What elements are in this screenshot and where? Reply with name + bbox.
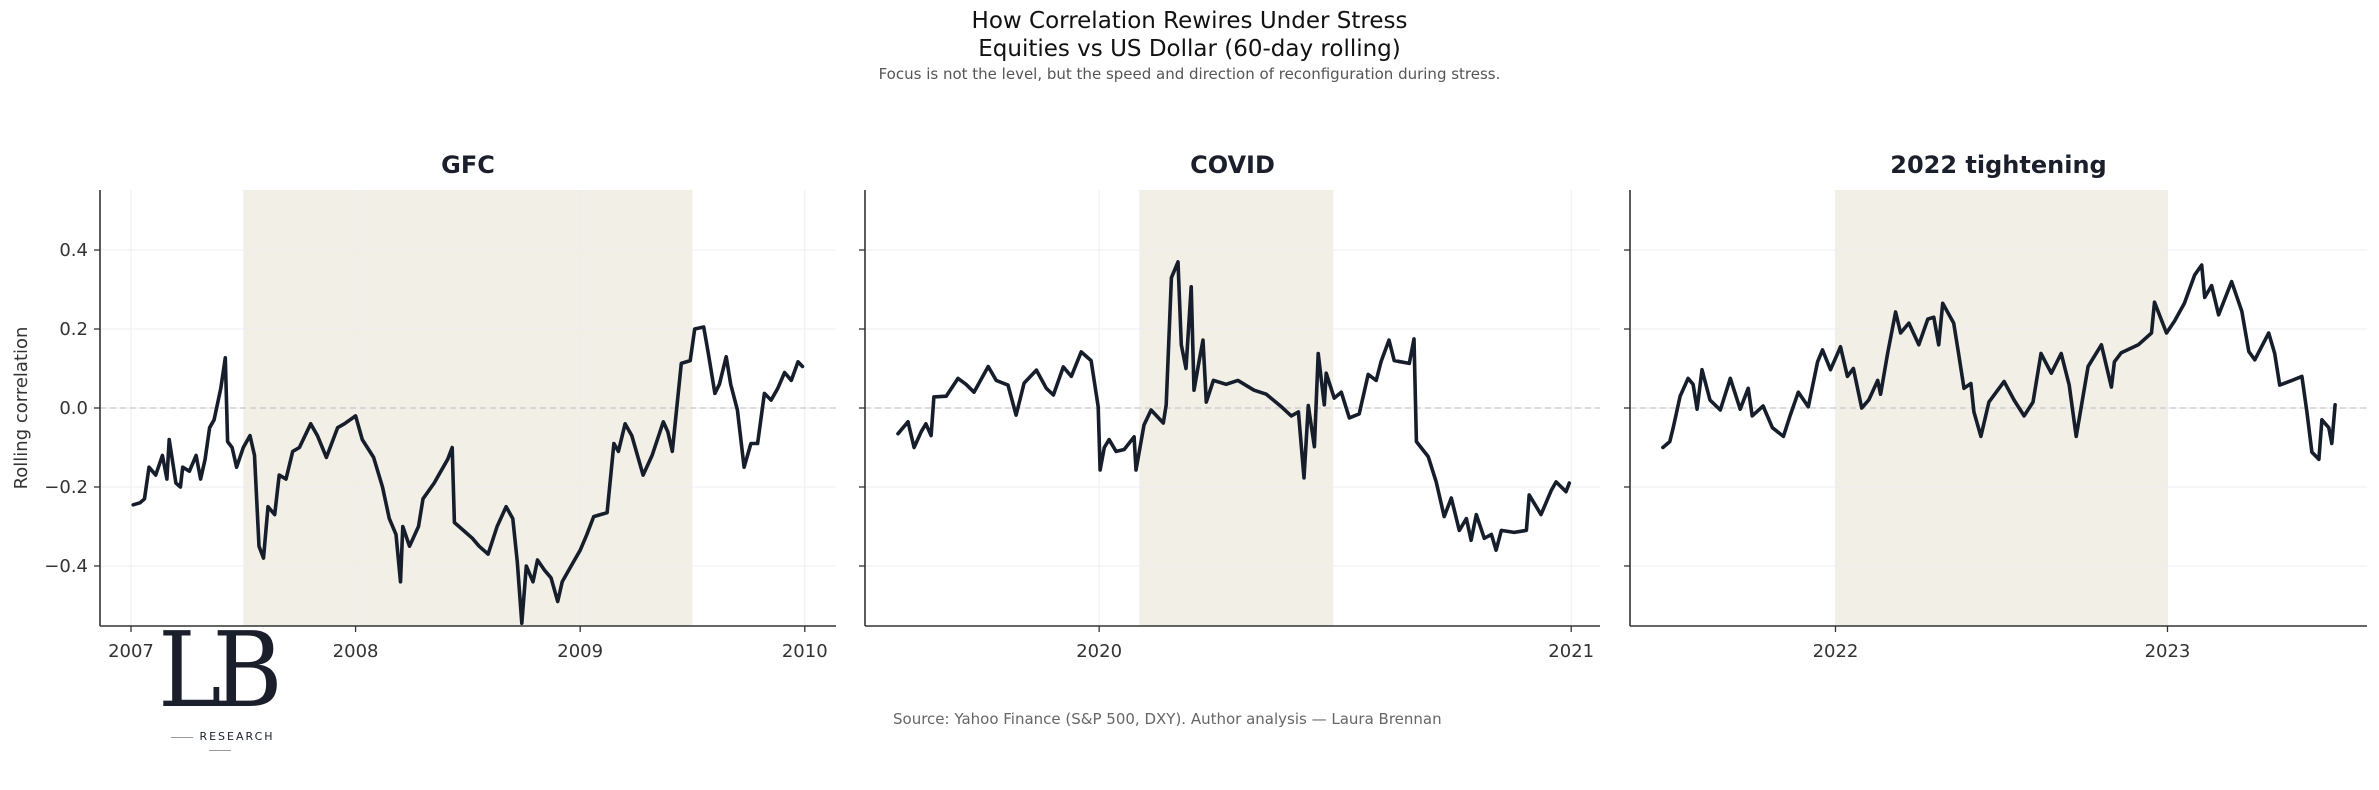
y-tick-label: 0.0 (59, 398, 88, 419)
y-tick-label: −0.2 (44, 477, 88, 498)
x-tick-label: 2009 (557, 641, 603, 662)
x-tick-label: 2023 (2145, 641, 2191, 662)
panel-3: 2022 2023 2022 tightening (1624, 151, 2367, 662)
x-tick-label: 2020 (1076, 641, 1122, 662)
x-tick-label: 2008 (333, 641, 379, 662)
x-tick-label: 2021 (1548, 641, 1594, 662)
logo-tagline: RESEARCH (150, 730, 290, 756)
y-tick-label: −0.4 (44, 556, 88, 577)
y-tick-label: 0.4 (59, 240, 88, 261)
logo-letters: LB (158, 609, 283, 731)
panel-1: −0.4 −0.2 0.0 0.2 0.4 2007 2008 2009 2010 GFC Roll… (11, 151, 836, 662)
correlation-line (1661, 263, 2337, 462)
x-tick-label: 2007 (108, 641, 154, 662)
correlation-line (896, 260, 1572, 552)
source-note: Source: Yahoo Finance (S&P 500, DXY). Au… (893, 710, 1442, 728)
panel-title: 2022 tightening (1890, 151, 2106, 179)
y-tick-label: 0.2 (59, 319, 88, 340)
y-axis-label: Rolling correlation (11, 327, 32, 490)
figure-subtitle: Equities vs US Dollar (60-day rolling) (978, 36, 1401, 62)
panel-title: COVID (1190, 151, 1275, 179)
figure-title: How Correlation Rewires Under Stress (971, 8, 1408, 34)
panel-title: GFC (441, 151, 495, 179)
correlation-line (131, 325, 805, 625)
figure-note: Focus is not the level, but the speed an… (878, 65, 1501, 83)
x-tick-label: 2010 (782, 641, 828, 662)
x-tick-label: 2022 (1813, 641, 1859, 662)
panel-2: 2020 2021 COVID (859, 151, 1600, 662)
lb-research-logo: LB RESEARCH (150, 618, 290, 744)
